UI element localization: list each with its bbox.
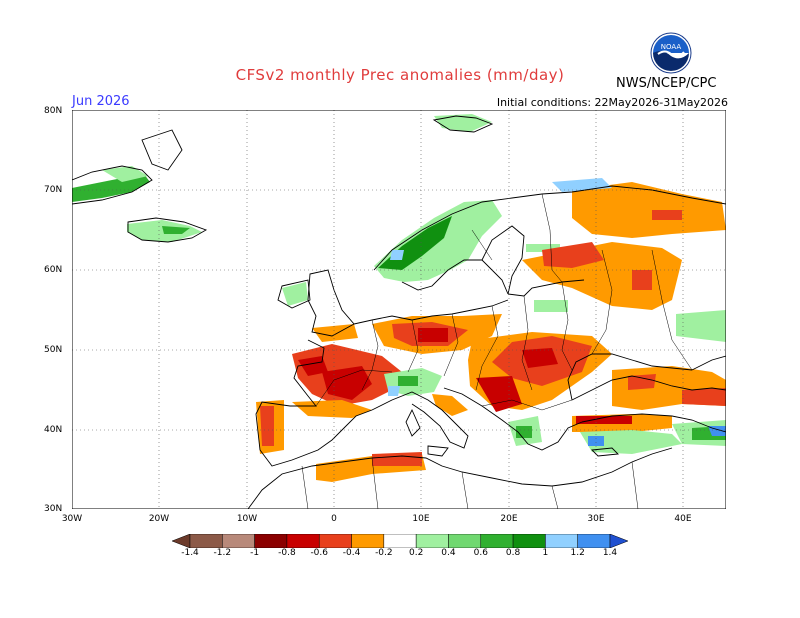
lat-label-30n: 30N bbox=[44, 504, 63, 514]
kola-dry bbox=[572, 182, 726, 238]
precip-anomaly-map bbox=[72, 110, 726, 509]
colorbar-tick-label: 1.2 bbox=[570, 548, 585, 558]
gulf-finland bbox=[507, 279, 585, 297]
colorbar-swatch bbox=[512, 534, 546, 548]
colorbar-swatch bbox=[415, 534, 449, 548]
colorbar-swatch bbox=[318, 534, 352, 548]
lon-label-30w: 30W bbox=[61, 514, 83, 524]
colorbar-swatch bbox=[351, 534, 385, 548]
colorbar-tick-label: -0.2 bbox=[375, 548, 393, 558]
ireland-coast bbox=[277, 279, 311, 309]
colorbar-max-arrow bbox=[609, 534, 628, 548]
britain-coast bbox=[307, 269, 355, 337]
noaa-logo: NOAA bbox=[650, 32, 692, 74]
lat-label-40n: 40N bbox=[44, 425, 63, 435]
colorbar-tick-label: 0.4 bbox=[441, 548, 456, 558]
anomaly-fills bbox=[72, 114, 726, 482]
gulf-bothnia bbox=[481, 225, 525, 295]
iceland-coast bbox=[127, 217, 208, 243]
org-label: NWS/NCEP/CPC bbox=[616, 76, 717, 91]
colorbar-tick-label: -1.4 bbox=[181, 548, 199, 558]
ireland-wet bbox=[282, 282, 308, 306]
colorbar-tick-label: -0.4 bbox=[342, 548, 361, 558]
north-europe-coast bbox=[353, 299, 509, 325]
east-russia-wet bbox=[676, 310, 726, 342]
colorbar-swatch bbox=[286, 534, 320, 548]
colorbar-swatch bbox=[383, 534, 417, 548]
graticule bbox=[72, 110, 726, 509]
lon-label-40e: 40E bbox=[674, 514, 692, 524]
lat-label-50n: 50N bbox=[44, 345, 63, 355]
noaa-logo-text: NOAA bbox=[661, 43, 682, 51]
sicily bbox=[427, 445, 449, 457]
colorbar-tick-label: -1.2 bbox=[213, 548, 232, 558]
colorbar-tick-label: -1 bbox=[250, 548, 260, 558]
colorbar-min-arrow bbox=[172, 534, 191, 548]
east-med-wet bbox=[580, 430, 682, 454]
colorbar-swatch bbox=[222, 534, 255, 548]
adriatic-greece bbox=[443, 387, 583, 451]
lon-label-10w: 10W bbox=[236, 514, 258, 524]
lon-label-20w: 20W bbox=[148, 514, 170, 524]
north-africa-coast bbox=[247, 447, 673, 509]
forecast-month: Jun 2026 bbox=[72, 94, 130, 109]
coastlines bbox=[72, 115, 726, 509]
black-sea-north bbox=[567, 353, 693, 401]
colorbar bbox=[172, 534, 628, 548]
colorbar-swatch bbox=[189, 534, 223, 548]
greenland-east bbox=[141, 129, 183, 171]
greenland-coast bbox=[72, 165, 153, 205]
svalbard bbox=[432, 115, 494, 133]
lon-label-0: 0 bbox=[331, 514, 337, 524]
initial-conditions: Initial conditions: 22May2026-31May2026 bbox=[496, 96, 728, 109]
caspian bbox=[691, 355, 726, 371]
turkey-south bbox=[581, 413, 726, 433]
map-title: CFSv2 monthly Prec anomalies (mm/day) bbox=[235, 66, 565, 84]
lat-label-70n: 70N bbox=[44, 185, 63, 195]
lon-label-10e: 10E bbox=[412, 514, 430, 524]
colorbar-tick-label: 0.6 bbox=[473, 548, 488, 558]
colorbar-tick-label: 1.4 bbox=[602, 548, 618, 558]
colorbar-tick-label: 1 bbox=[542, 548, 549, 558]
lat-label-60n: 60N bbox=[44, 265, 63, 275]
lon-label-30e: 30E bbox=[587, 514, 605, 524]
sardinia bbox=[405, 408, 421, 437]
colorbar-tick-label: -0.6 bbox=[310, 548, 328, 558]
black-sea-south bbox=[571, 375, 726, 401]
italy-coast bbox=[371, 391, 469, 449]
lon-label-20e: 20E bbox=[500, 514, 518, 524]
lat-label-80n: 80N bbox=[44, 106, 63, 116]
colorbar-tick-label: -0.8 bbox=[278, 548, 296, 558]
colorbar-tick-label: 0.2 bbox=[408, 548, 424, 558]
colorbar-swatch bbox=[577, 534, 611, 548]
scandinavia-coast bbox=[373, 185, 726, 271]
colorbar-swatch bbox=[545, 534, 578, 548]
baltic-west bbox=[401, 259, 509, 295]
colorbar-swatch bbox=[254, 534, 288, 548]
colorbar-swatch bbox=[448, 534, 482, 548]
borders bbox=[301, 193, 693, 509]
colorbar-tick-label: 0.8 bbox=[505, 548, 521, 558]
greenland-wet bbox=[72, 174, 150, 202]
colorbar-swatch bbox=[480, 534, 514, 548]
